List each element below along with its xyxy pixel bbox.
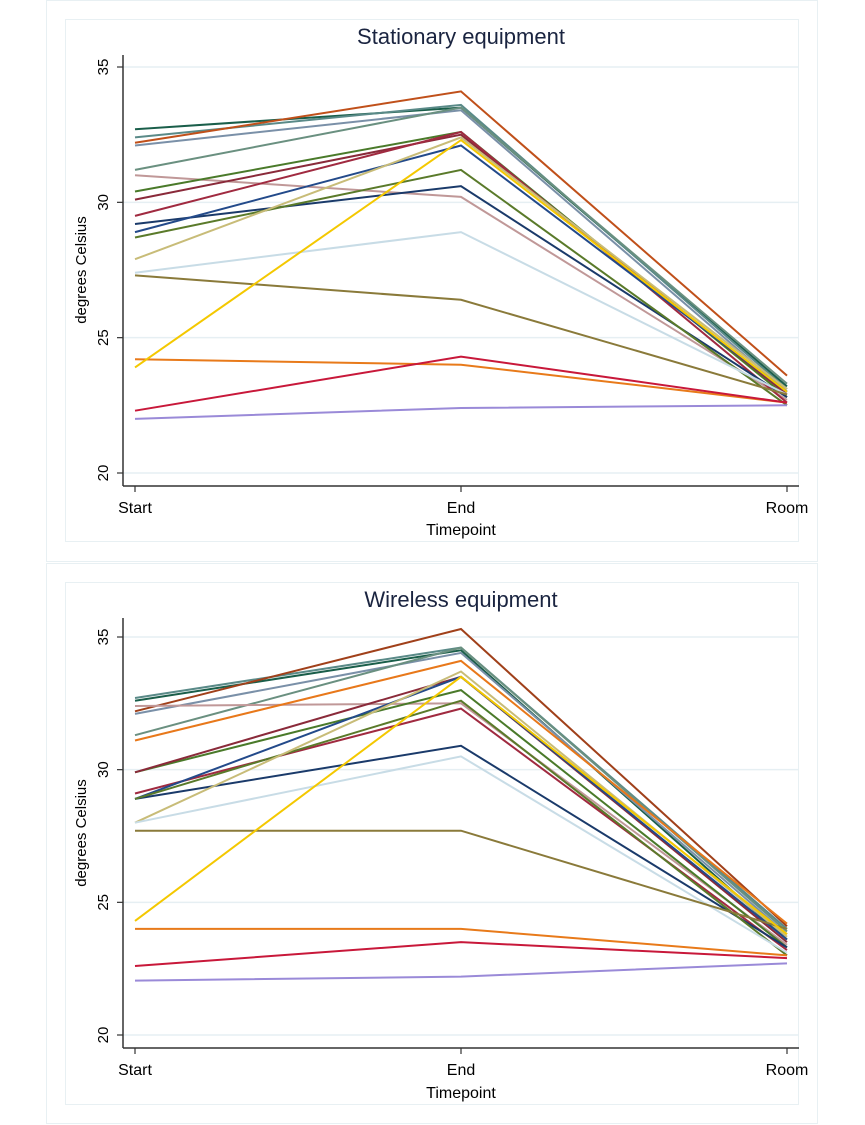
- x-tick-label: End: [447, 1062, 475, 1079]
- series-line-18: [134, 941, 788, 967]
- series-line-20: [134, 659, 788, 925]
- wireless-plot-region: [65, 582, 799, 1105]
- x-axis-label: Timepoint: [426, 522, 496, 539]
- y-axis-label: degrees Celsius: [73, 779, 90, 887]
- y-tick-label: 25: [95, 894, 112, 911]
- series-line-5: [134, 106, 788, 385]
- y-axis-label: degrees Celsius: [73, 216, 90, 324]
- x-tick-label: Room: [766, 1062, 809, 1079]
- chart-title: Stationary equipment: [357, 24, 565, 49]
- series-line-10: [134, 744, 788, 949]
- wireless-chart: Wireless equipment degrees Celsius Timep…: [73, 587, 809, 1102]
- x-tick-label: Room: [766, 500, 809, 517]
- series-line-3: [134, 90, 788, 377]
- series-line-1: [134, 106, 788, 388]
- series-line-16: [135, 927, 788, 957]
- y-tick-label: 35: [95, 59, 112, 76]
- x-tick-label: Start: [118, 500, 152, 517]
- x-tick-label: End: [447, 500, 475, 517]
- y-tick-label: 20: [95, 1027, 112, 1044]
- series-line-9: [134, 130, 788, 404]
- stationary-plot-region: [65, 19, 799, 542]
- series-line-17: [134, 675, 788, 935]
- series-line-7: [134, 689, 788, 949]
- series-line-16: [134, 358, 788, 404]
- series-line-11: [134, 144, 788, 393]
- x-tick-label: Start: [118, 1062, 152, 1079]
- series-line-14: [134, 755, 788, 954]
- series-line-19: [134, 962, 788, 982]
- series-line-6: [134, 702, 788, 946]
- y-tick-label: 20: [95, 465, 112, 482]
- series-line-6: [134, 174, 788, 401]
- series-line-19: [134, 404, 788, 420]
- series-line-14: [134, 231, 788, 396]
- y-tick-label: 30: [95, 194, 112, 211]
- chart-title: Wireless equipment: [364, 587, 557, 612]
- y-tick-label: 30: [95, 761, 112, 778]
- stationary-panel: [46, 0, 818, 562]
- series-line-17: [134, 138, 788, 393]
- y-tick-label: 25: [95, 329, 112, 346]
- series-line-13: [134, 136, 788, 390]
- series-line-4: [134, 651, 788, 935]
- series-line-4: [134, 109, 788, 393]
- series-line-3: [134, 627, 788, 927]
- series-line-13: [134, 670, 788, 938]
- stationary-chart: Stationary equipment degrees Celsius Tim…: [73, 24, 809, 539]
- x-axis-label: Timepoint: [426, 1085, 496, 1102]
- series-line-1: [134, 649, 788, 941]
- series-line-12: [134, 699, 788, 957]
- series-line-12: [134, 168, 788, 407]
- series-line-18: [134, 355, 788, 412]
- series-line-15: [134, 274, 788, 396]
- y-tick-label: 35: [95, 629, 112, 646]
- series-line-15: [135, 829, 788, 930]
